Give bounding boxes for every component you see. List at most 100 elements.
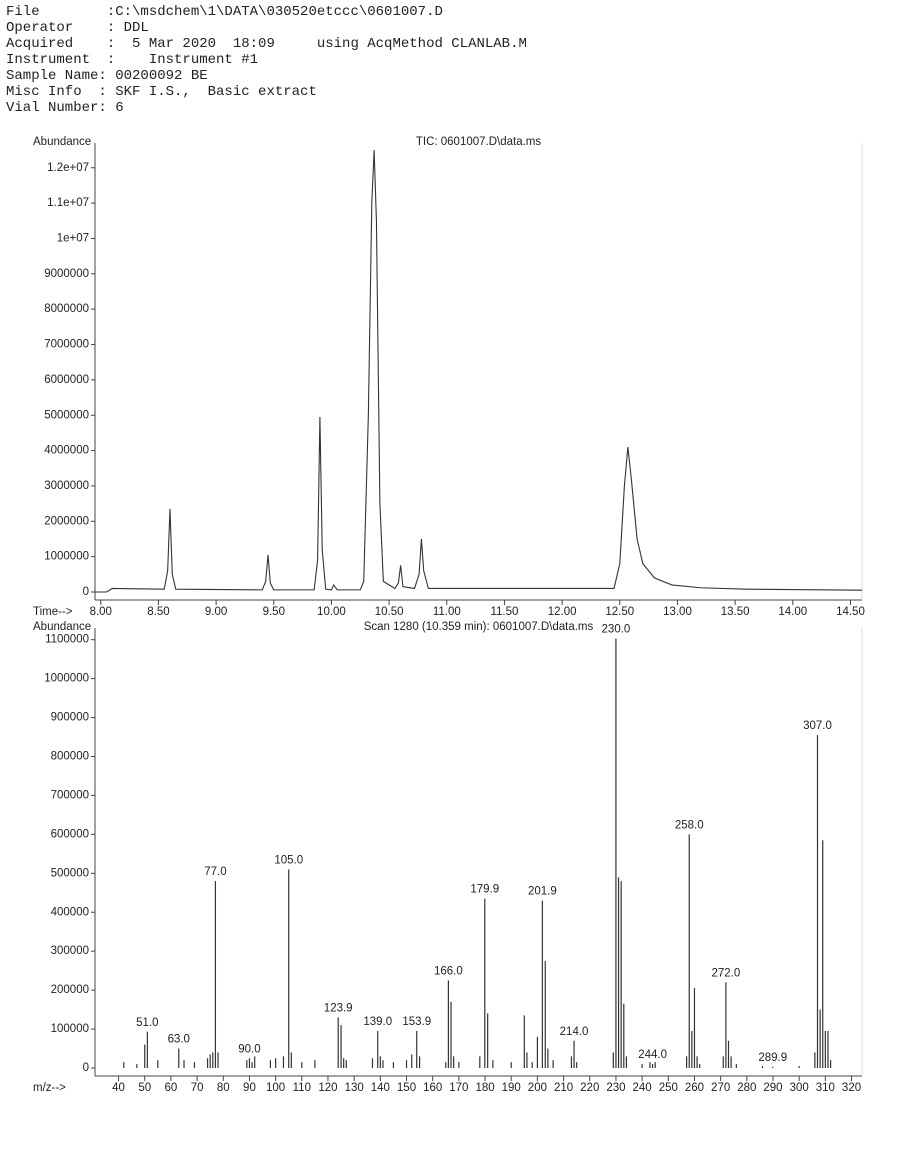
- x-tick-label: 14.50: [836, 606, 865, 618]
- x-tick-label: 270: [711, 1082, 730, 1094]
- x-tick-label: 60: [165, 1082, 178, 1094]
- peak-label: 258.0: [675, 819, 704, 831]
- y-axis-label: Abundance: [33, 621, 91, 633]
- x-tick-label: 8.00: [90, 606, 112, 618]
- x-tick-label: 200: [528, 1082, 547, 1094]
- x-tick-label: 180: [475, 1082, 494, 1094]
- x-tick-label: 240: [633, 1082, 652, 1094]
- x-tick-label: 9.50: [263, 606, 285, 618]
- peak-label: 105.0: [274, 854, 303, 866]
- x-tick-label: 13.00: [663, 606, 692, 618]
- y-tick-label: 300000: [51, 945, 89, 957]
- y-tick-label: 1.2e+07: [47, 162, 89, 174]
- header-line: Operator : DDL: [6, 20, 149, 36]
- y-tick-label: 2000000: [44, 515, 89, 527]
- x-tick-label: 280: [737, 1082, 756, 1094]
- peak-label: 63.0: [168, 1034, 190, 1046]
- x-tick-label: 190: [502, 1082, 521, 1094]
- header-line: File :C:\msdchem\1\DATA\030520etccc\0601…: [6, 4, 443, 20]
- x-tick-label: 11.00: [433, 606, 461, 618]
- x-tick-label: 12.50: [605, 606, 634, 618]
- x-axis-label: m/z-->: [33, 1082, 66, 1094]
- x-tick-label: 160: [423, 1082, 442, 1094]
- peak-label: 307.0: [803, 720, 832, 732]
- x-tick-label: 220: [580, 1082, 599, 1094]
- x-tick-label: 140: [371, 1082, 390, 1094]
- x-tick-label: 250: [659, 1082, 678, 1094]
- peak-label: 166.0: [434, 965, 463, 977]
- x-tick-label: 9.00: [205, 606, 227, 618]
- y-tick-label: 5000000: [44, 409, 89, 421]
- x-tick-label: 90: [243, 1082, 256, 1094]
- y-tick-label: 8000000: [44, 303, 89, 315]
- header-line: Sample Name: 00200092 BE: [6, 68, 208, 84]
- peak-label: 201.9: [528, 886, 557, 898]
- y-tick-label: 0: [83, 586, 89, 598]
- x-tick-label: 120: [318, 1082, 337, 1094]
- x-tick-label: 8.50: [147, 606, 169, 618]
- x-tick-label: 12.00: [548, 606, 577, 618]
- x-tick-label: 150: [397, 1082, 416, 1094]
- peak-label: 123.9: [324, 1002, 353, 1014]
- header-line: Acquired : 5 Mar 2020 18:09 using AcqMet…: [6, 36, 527, 52]
- peak-label: 51.0: [136, 1017, 158, 1029]
- peak-label: 139.0: [363, 1016, 392, 1028]
- chart-title: Scan 1280 (10.359 min): 0601007.D\data.m…: [364, 621, 594, 633]
- x-tick-label: 170: [449, 1082, 468, 1094]
- header: File :C:\msdchem\1\DATA\030520etccc\0601…: [6, 4, 527, 116]
- y-tick-label: 1e+07: [57, 232, 89, 244]
- x-tick-label: 320: [842, 1082, 861, 1094]
- x-tick-label: 260: [685, 1082, 704, 1094]
- x-tick-label: 40: [112, 1082, 125, 1094]
- x-tick-label: 310: [816, 1082, 835, 1094]
- x-tick-label: 300: [790, 1082, 809, 1094]
- y-tick-label: 200000: [51, 984, 89, 996]
- x-tick-label: 10.00: [317, 606, 346, 618]
- peak-label: 272.0: [711, 967, 740, 979]
- y-tick-label: 6000000: [44, 374, 89, 386]
- y-tick-label: 9000000: [44, 268, 89, 280]
- chart-title: TIC: 0601007.D\data.ms: [416, 136, 542, 148]
- y-tick-label: 1100000: [45, 634, 89, 646]
- peak-label: 153.9: [402, 1016, 431, 1028]
- x-tick-label: 10.50: [375, 606, 404, 618]
- tic-line: [95, 150, 863, 593]
- y-tick-label: 4000000: [44, 445, 89, 457]
- peak-label: 214.0: [560, 1026, 589, 1038]
- y-tick-label: 3000000: [44, 480, 89, 492]
- x-tick-label: 70: [191, 1082, 204, 1094]
- x-tick-label: 13.50: [721, 606, 750, 618]
- x-tick-label: 50: [138, 1082, 151, 1094]
- x-tick-label: 130: [345, 1082, 364, 1094]
- y-tick-label: 1.1e+07: [47, 197, 89, 209]
- y-tick-label: 500000: [51, 867, 89, 879]
- x-tick-label: 210: [554, 1082, 573, 1094]
- y-tick-label: 800000: [51, 751, 89, 763]
- x-tick-label: 11.50: [490, 606, 518, 618]
- header-line: Misc Info : SKF I.S., Basic extract: [6, 84, 317, 100]
- y-tick-label: 600000: [51, 828, 89, 840]
- y-tick-label: 400000: [51, 906, 89, 918]
- y-tick-label: 100000: [51, 1023, 89, 1035]
- y-tick-label: 1000000: [44, 551, 89, 563]
- x-tick-label: 110: [293, 1082, 311, 1094]
- y-tick-label: 700000: [51, 789, 89, 801]
- peak-label: 77.0: [204, 866, 226, 878]
- x-tick-label: 14.00: [778, 606, 807, 618]
- peak-label: 90.0: [238, 1043, 260, 1055]
- y-axis-label: Abundance: [33, 136, 91, 148]
- x-axis-label: Time-->: [33, 606, 73, 618]
- x-tick-label: 230: [606, 1082, 625, 1094]
- header-line: Vial Number: 6: [6, 100, 124, 116]
- y-tick-label: 1000000: [44, 673, 89, 685]
- peak-label: 244.0: [638, 1049, 667, 1061]
- x-tick-label: 290: [763, 1082, 782, 1094]
- peak-label: 179.9: [470, 884, 499, 896]
- y-tick-label: 7000000: [44, 339, 89, 351]
- y-tick-label: 900000: [51, 712, 89, 724]
- peak-label: 230.0: [602, 624, 631, 636]
- peak-label: 289.9: [758, 1052, 787, 1064]
- y-tick-label: 0: [83, 1062, 89, 1074]
